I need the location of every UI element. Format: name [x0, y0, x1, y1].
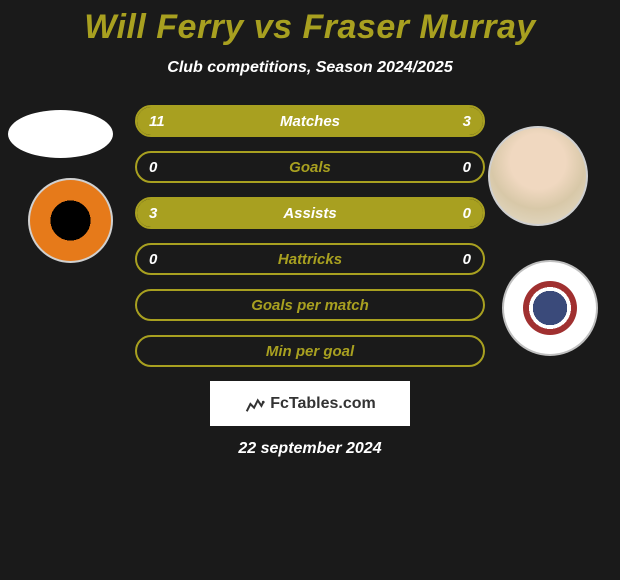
- stat-row: Assists3 0: [135, 197, 485, 229]
- stat-row: Min per goal: [135, 335, 485, 367]
- page-title: Will Ferry vs Fraser Murray: [0, 8, 620, 47]
- stat-row: Goals0 0: [135, 151, 485, 183]
- footer-date: 22 september 2024: [0, 440, 620, 458]
- comparison-card: Will Ferry vs Fraser Murray Club competi…: [0, 0, 620, 458]
- stat-value-left: 0: [149, 245, 157, 273]
- brand-text: FcTables.com: [270, 395, 376, 413]
- stat-value-left: 0: [149, 153, 157, 181]
- stat-label: Assists: [137, 199, 483, 227]
- subtitle: Club competitions, Season 2024/2025: [0, 59, 620, 77]
- stat-label: Goals: [137, 153, 483, 181]
- stat-value-left: 11: [149, 107, 165, 135]
- stat-label: Goals per match: [137, 291, 483, 319]
- brand-logo-icon: [244, 393, 266, 415]
- stat-row: Matches11 3: [135, 105, 485, 137]
- stat-row: Hattricks0 0: [135, 243, 485, 275]
- stat-value-right: 3: [463, 107, 471, 135]
- stat-label: Hattricks: [137, 245, 483, 273]
- stat-value-left: 3: [149, 199, 157, 227]
- stat-value-right: 0: [463, 153, 471, 181]
- stats-bars: Matches113Goals00Assists30Hattricks00Goa…: [135, 105, 485, 367]
- stat-label: Min per goal: [137, 337, 483, 365]
- brand-badge: FcTables.com: [210, 381, 410, 426]
- stat-value-right: 0: [463, 199, 471, 227]
- stat-row: Goals per match: [135, 289, 485, 321]
- stat-value-right: 0: [463, 245, 471, 273]
- stat-label: Matches: [137, 107, 483, 135]
- stats-area: Matches113Goals00Assists30Hattricks00Goa…: [0, 105, 620, 458]
